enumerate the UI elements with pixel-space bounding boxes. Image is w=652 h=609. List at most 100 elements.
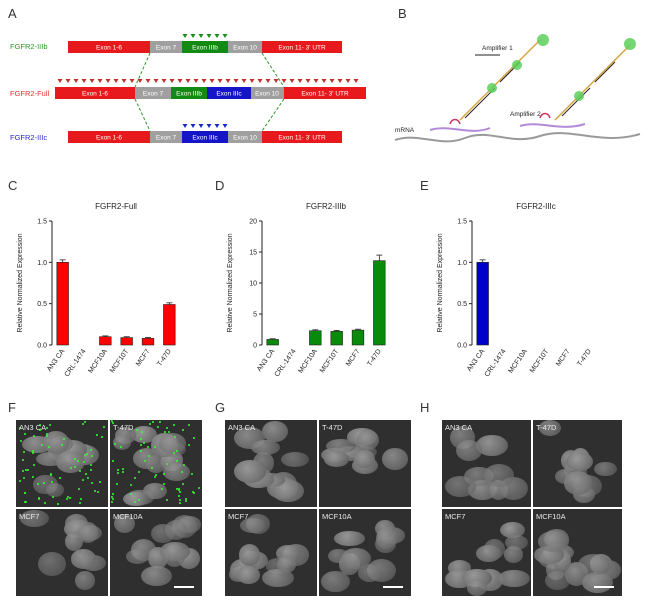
- cell-nucleus: [357, 563, 382, 582]
- rna-signal-dot: [176, 460, 179, 463]
- cell-nucleus: [320, 570, 350, 593]
- rna-signal-dot: [111, 421, 114, 424]
- y-tick-label: 15: [249, 250, 257, 257]
- exon-11-bar: [262, 131, 342, 143]
- panel-label-g: G: [215, 400, 226, 415]
- probe-marker: [225, 79, 231, 83]
- rna-signal-dot: [163, 430, 166, 433]
- probe-marker: [73, 79, 79, 83]
- rna-signal-dot: [162, 483, 165, 486]
- exon-iiic-text: Exon IIIc: [192, 135, 218, 142]
- probe-marker: [217, 79, 223, 83]
- rna-signal-dot: [36, 482, 39, 485]
- rna-signal-dot: [114, 443, 117, 446]
- rna-signal-dot: [19, 426, 22, 429]
- probe-marker: [57, 79, 63, 83]
- exon-11-text: Exon 11- 3' UTR: [301, 91, 349, 98]
- micrograph-subpanel: MCF7: [16, 509, 108, 596]
- amplifier-1-label: Amplifier 1: [482, 45, 513, 52]
- probe-marker: [313, 79, 319, 83]
- rna-signal-dot: [111, 459, 114, 462]
- probe-marker: [198, 34, 204, 38]
- bar-t-47d: [373, 260, 386, 346]
- y-tick-label: 0: [253, 343, 257, 350]
- micrograph-h: AN3 CA T-47D MCF7 MCF10A: [442, 420, 622, 596]
- rna-signal-dot: [25, 501, 28, 504]
- x-tick-label: MCF10A: [507, 348, 529, 375]
- rna-signal-dot: [138, 471, 141, 474]
- cell-nucleus: [537, 531, 569, 553]
- rna-signal-dot: [22, 470, 25, 473]
- cell-nucleus: [445, 476, 476, 498]
- rna-signal-dot: [66, 495, 69, 498]
- cell-nucleus: [341, 547, 372, 569]
- cell-nucleus: [323, 451, 350, 467]
- cell-line-label: AN3 CA: [445, 423, 473, 432]
- y-tick-label: 1.0: [457, 260, 467, 267]
- amplifier-2: [554, 38, 636, 121]
- micrograph-subpanel: MCF10A: [533, 509, 622, 596]
- cell-nucleus: [504, 545, 524, 563]
- rna-signal-dot: [165, 498, 168, 501]
- cell-nucleus: [566, 452, 593, 471]
- rna-signal-dot: [148, 455, 151, 458]
- x-tick-label: MCF10A: [87, 348, 109, 375]
- exon-diagram: Exon 1-6 Exon 7 Exon IIIb Exon 10 Exon 1…: [55, 34, 366, 143]
- rna-signal-dot: [119, 445, 122, 448]
- micrograph-subpanel: T-47D: [319, 420, 411, 507]
- rna-signal-dot: [130, 484, 133, 487]
- micrograph-g: AN3 CA T-47D MCF7 MCF10A: [225, 420, 411, 596]
- rna-signal-dot: [96, 433, 99, 436]
- cell-nucleus: [250, 440, 280, 456]
- exon-11-text: Exon 11- 3' UTR: [278, 45, 326, 52]
- cell-line-label: T-47D: [536, 423, 557, 432]
- rna-signal-dot: [50, 474, 53, 477]
- probe-marker: [190, 34, 196, 38]
- probe-marker: [190, 124, 196, 128]
- rna-signal-dot: [78, 487, 81, 490]
- panel-label-d: D: [215, 178, 225, 193]
- rna-signal-dot: [90, 468, 93, 471]
- micrograph-f: AN3 CA T-47D MCF7 MCF10A: [16, 420, 202, 596]
- rna-signal-dot: [153, 475, 156, 478]
- panel-label-e: E: [420, 178, 429, 193]
- micrograph-subpanel: AN3 CA: [225, 420, 317, 507]
- cell-nucleus: [262, 569, 295, 588]
- rna-signal-dot: [121, 468, 124, 471]
- rna-signal-dot: [56, 503, 59, 506]
- x-tick-label: CRL-1474: [64, 348, 88, 378]
- rna-signal-dot: [93, 489, 96, 492]
- micrograph-subpanel: MCF7: [442, 509, 531, 596]
- bar-t-47d: [163, 304, 176, 346]
- x-tick-label: T-47D: [576, 348, 593, 368]
- exon-7-bar: [135, 87, 171, 99]
- rna-signal-dot: [23, 450, 26, 453]
- probe-marker: [145, 79, 151, 83]
- rna-signal-dot: [19, 480, 22, 483]
- cell-nucleus: [125, 548, 149, 564]
- rna-signal-dot: [38, 423, 41, 426]
- rna-signal-dot: [46, 434, 49, 437]
- y-tick-label: 5: [253, 312, 257, 319]
- x-tick-label: MCF7: [345, 348, 362, 368]
- y-tick-label: 1.0: [37, 260, 47, 267]
- cell-nucleus: [37, 552, 66, 577]
- y-tick-label: 0.0: [457, 343, 467, 350]
- exon-iiib-bar: [182, 41, 228, 53]
- x-tick-label: AN3 CA: [256, 348, 276, 373]
- cell-nucleus: [239, 544, 261, 567]
- rna-signal-dot: [43, 501, 46, 504]
- rna-signal-dot: [166, 463, 169, 466]
- rna-signal-dot: [178, 491, 181, 494]
- cell-nucleus: [545, 570, 570, 590]
- micrograph-subpanel: AN3 CA: [16, 420, 108, 507]
- bar-chart-fgfr2-full: FGFR2-Full Relative Normalized Expression…: [17, 202, 176, 378]
- cell-line-label: AN3 CA: [19, 423, 47, 432]
- probe-marker: [305, 79, 311, 83]
- rna-signal-dot: [78, 469, 81, 472]
- cell-nucleus: [467, 579, 488, 596]
- rna-signal-dot: [185, 500, 188, 503]
- scale-bar: [383, 586, 403, 588]
- rna-signal-dot: [23, 491, 26, 494]
- cell-line-label: T-47D: [322, 423, 343, 432]
